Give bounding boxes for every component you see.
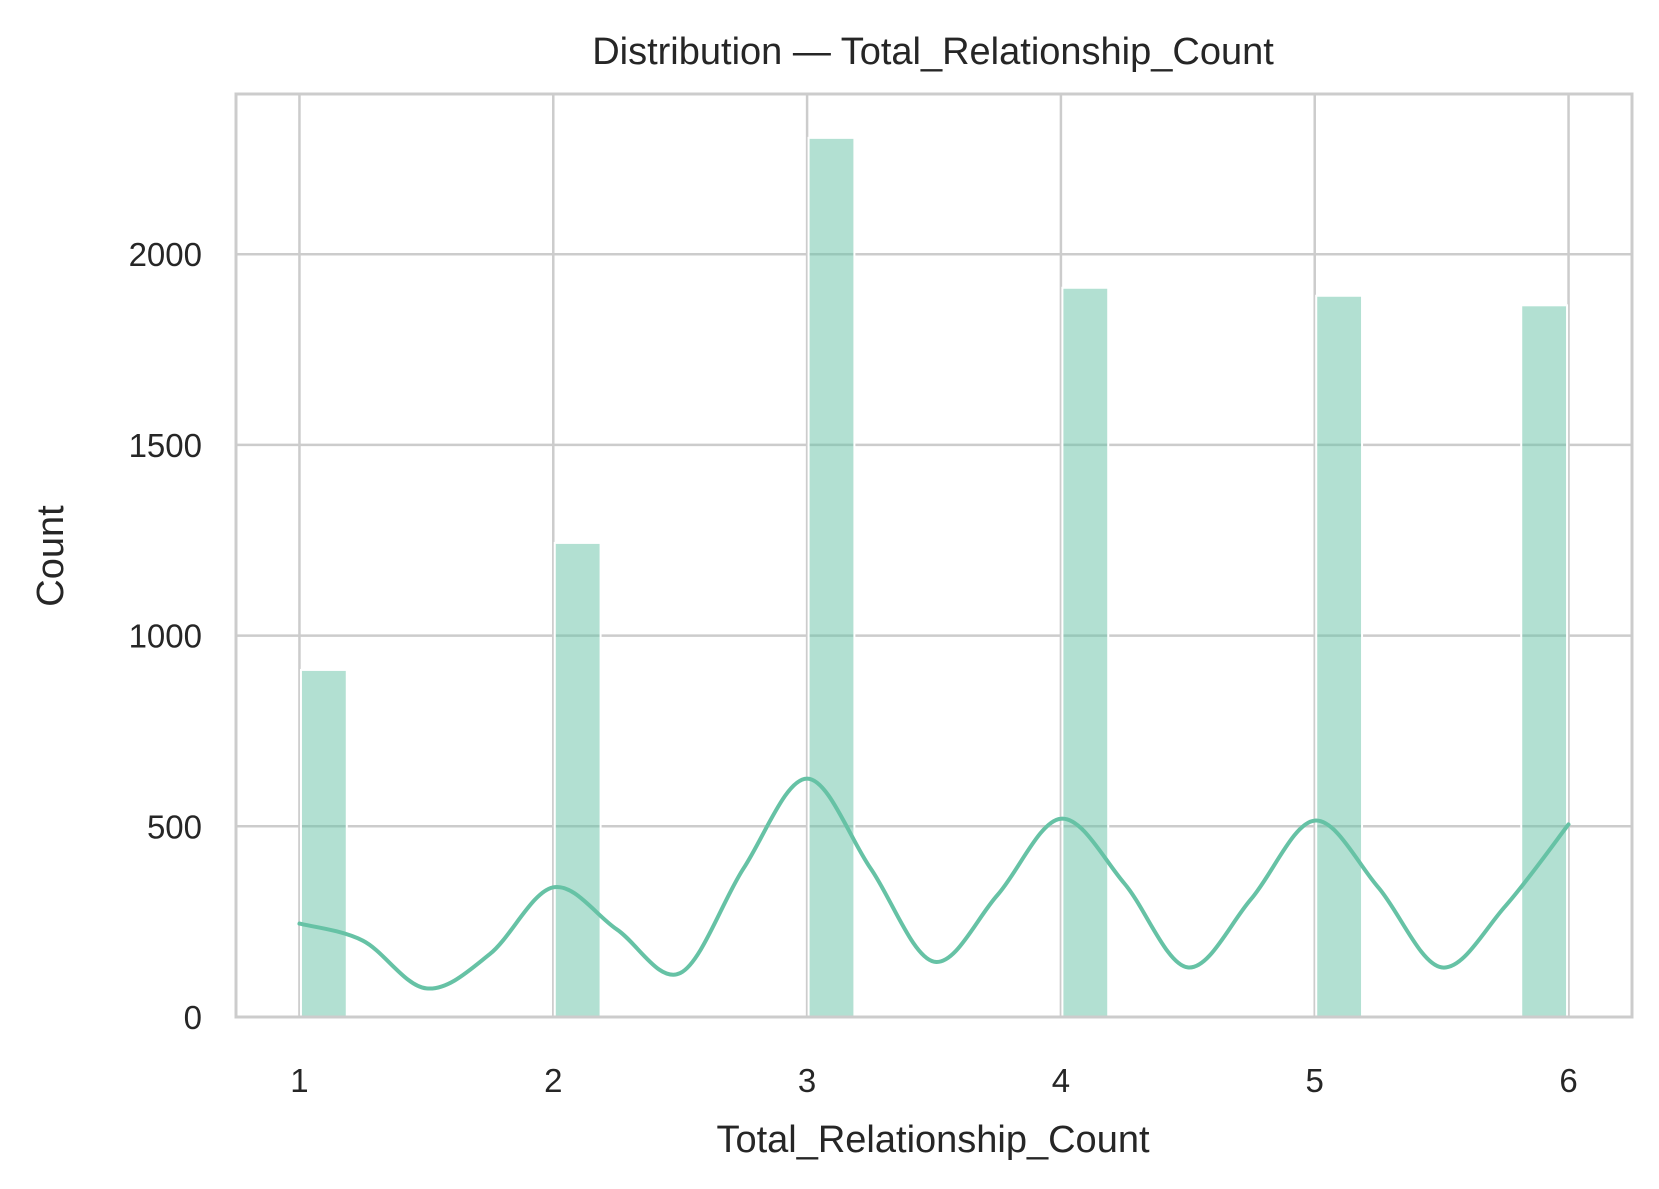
x-tick-labels: 1 2 3 4 5 6: [290, 1062, 1577, 1099]
x-tick-label: 2: [544, 1062, 562, 1099]
chart-title: Distribution — Total_Relationship_Count: [592, 31, 1274, 73]
y-tick-label: 1500: [129, 427, 202, 464]
bars: [299, 136, 1569, 1019]
kde-curve: [297, 776, 1571, 991]
y-tick-labels: 0 500 1000 1500 2000: [129, 236, 202, 1036]
bar-5: [1315, 294, 1364, 1018]
y-tick-label: 2000: [129, 236, 202, 273]
x-tick-label: 1: [290, 1062, 308, 1099]
bar-2: [553, 541, 602, 1018]
grid-lines: [236, 94, 1632, 1019]
y-tick-label: 500: [147, 808, 202, 845]
x-tick-label: 5: [1306, 1062, 1324, 1099]
x-tick-label: 3: [798, 1062, 816, 1099]
bar-4: [1061, 286, 1110, 1018]
bar-1: [299, 668, 348, 1019]
y-axis-label: Count: [30, 505, 72, 607]
x-axis-label: Total_Relationship_Count: [716, 1119, 1150, 1161]
y-tick-label: 0: [184, 999, 202, 1036]
x-tick-label: 6: [1559, 1062, 1577, 1099]
bar-3: [807, 136, 856, 1018]
plot-frame: [234, 92, 1634, 1019]
kde-curve-layer: [297, 776, 1571, 991]
bar-6: [1520, 304, 1569, 1018]
y-tick-label: 1000: [129, 618, 202, 655]
x-tick-label: 4: [1052, 1062, 1070, 1099]
